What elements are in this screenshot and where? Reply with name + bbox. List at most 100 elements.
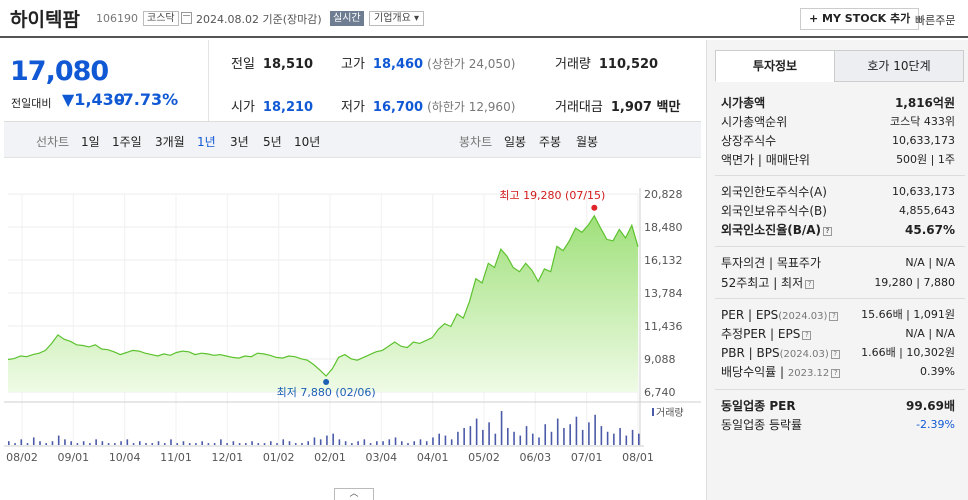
- volume-bar: [263, 443, 266, 445]
- volume-bar: [475, 418, 478, 445]
- volume-bar: [20, 439, 23, 445]
- volume-bar: [8, 441, 10, 445]
- current-price: 17,080: [10, 56, 109, 87]
- volume-bar: [376, 441, 378, 445]
- quick-order-link[interactable]: 빠른주문: [915, 14, 956, 27]
- stat-high: 고가 18,460 (상한가 24,050): [341, 57, 516, 72]
- volume-bar: [151, 443, 154, 445]
- volume-bar: [419, 439, 422, 445]
- volume-bar: [307, 441, 310, 445]
- info-row-sector-per[interactable]: 동일업종 PER 99.69배: [721, 399, 955, 413]
- realtime-badge[interactable]: 실시간: [330, 11, 364, 26]
- volume-bar: [70, 441, 72, 445]
- volume-bar: [407, 443, 409, 445]
- collapse-chart-button[interactable]: ︿: [334, 488, 374, 500]
- volume-bar: [313, 437, 316, 445]
- volume-bar: [569, 424, 571, 445]
- add-my-stock-button[interactable]: + MY STOCK 추가: [800, 8, 920, 30]
- divider: [715, 389, 965, 390]
- volume-bar: [482, 429, 484, 445]
- volume-bar: [251, 441, 253, 445]
- tab-investment-info[interactable]: 투자정보: [715, 50, 835, 82]
- candle-monthly[interactable]: 월봉: [576, 135, 599, 149]
- volume-bar: [588, 422, 590, 445]
- volume-bar: [39, 441, 41, 445]
- help-icon[interactable]: ?: [823, 227, 833, 236]
- volume-bar: [213, 443, 216, 445]
- stat-volume: 거래량 110,520: [555, 57, 659, 72]
- period-1d[interactable]: 1일: [81, 135, 100, 149]
- info-row-52w: 52주최고 | 최저? 19,280 | 7,880: [721, 276, 955, 290]
- price-chart[interactable]: 20,828 18,480 16,132 13,784 11,436 9,088 6,740…: [4, 158, 701, 500]
- info-row-dividend: 배당수익률 | 2023.12? 0.39%: [721, 365, 955, 379]
- x-tick-label: 01/02: [263, 451, 295, 464]
- volume-bar: [132, 443, 135, 445]
- help-icon[interactable]: ?: [802, 331, 812, 340]
- volume-bar: [201, 441, 203, 445]
- volume-bar: [469, 426, 472, 445]
- volume-bar: [170, 439, 172, 445]
- stat-open: 시가 18,210: [231, 100, 314, 115]
- volume-bar: [332, 433, 334, 445]
- volume-bar: [301, 443, 303, 445]
- x-tick-label: 11/01: [160, 451, 192, 464]
- y-tick-label: 18,480: [644, 221, 683, 234]
- divider: [4, 121, 701, 122]
- volume-bar: [563, 428, 565, 445]
- info-row-pbr: PBR | BPS(2024.03)? 1.66배 | 10,302원: [721, 346, 955, 360]
- min-point: [323, 378, 330, 385]
- x-tick-label: 12/01: [211, 451, 243, 464]
- volume-bar: [257, 443, 260, 445]
- volume-bar: [525, 426, 528, 445]
- help-icon[interactable]: ?: [805, 280, 815, 289]
- price-change-percent: -7.73%: [116, 90, 179, 109]
- info-row-foreign-ratio: 외국인소진율(B/A)? 45.67%: [721, 223, 955, 237]
- current-price-panel: 17,080 전일대비 ▼1,430 -7.73%: [4, 40, 208, 121]
- info-row-sector-change[interactable]: 동일업종 등락률 -2.39%: [721, 418, 955, 432]
- divider: [715, 246, 965, 247]
- period-5y[interactable]: 5년: [263, 135, 282, 149]
- period-10y[interactable]: 10년: [294, 135, 321, 149]
- volume-bar: [245, 443, 247, 445]
- y-tick-label: 13,784: [644, 287, 683, 300]
- volume-bar: [157, 441, 160, 445]
- x-tick-label: 02/01: [314, 451, 346, 464]
- volume-bar: [619, 428, 621, 445]
- info-row-market-cap: 시가총액 1,816억원: [721, 96, 955, 110]
- y-tick-label: 6,740: [644, 386, 676, 399]
- period-3y[interactable]: 3년: [230, 135, 249, 149]
- x-tick-label: 04/01: [417, 451, 449, 464]
- volume-bar: [613, 433, 615, 445]
- period-1y[interactable]: 1년: [197, 135, 216, 149]
- period-3m[interactable]: 3개월: [155, 135, 185, 149]
- info-row-per: PER | EPS(2024.03)? 15.66배 | 1,091원: [721, 308, 955, 322]
- volume-bar: [95, 439, 97, 445]
- volume-bar: [57, 435, 60, 445]
- volume-legend: 거래량: [656, 407, 684, 419]
- volume-bar: [145, 443, 147, 445]
- x-tick-label: 10/04: [109, 451, 141, 464]
- help-icon[interactable]: ?: [830, 350, 840, 359]
- calendar-icon: [181, 12, 192, 24]
- volume-bar: [26, 443, 29, 445]
- volume-bar: [64, 439, 66, 445]
- stock-name: 하이텍팜: [10, 9, 80, 31]
- help-icon[interactable]: ?: [829, 312, 839, 321]
- base-date: 2024.08.02 기준(장마감): [196, 13, 322, 26]
- candle-weekly[interactable]: 주봉: [539, 135, 562, 149]
- volume-bar: [538, 437, 540, 445]
- x-tick-label: 06/03: [519, 451, 551, 464]
- period-1w[interactable]: 1주일: [112, 135, 142, 149]
- candle-daily[interactable]: 일봉: [504, 135, 527, 149]
- info-row-foreign-held: 외국인보유주식수(B) 4,855,643: [721, 204, 955, 218]
- tab-order-book[interactable]: 호가 10단계: [834, 50, 964, 82]
- divider: [715, 175, 965, 176]
- help-icon[interactable]: ?: [831, 369, 841, 378]
- change-label: 전일대비: [11, 97, 52, 110]
- company-info-dropdown[interactable]: 기업개요 ▾: [369, 11, 424, 26]
- volume-bar: [400, 441, 403, 445]
- volume-bar: [363, 439, 366, 445]
- volume-bar: [176, 443, 179, 445]
- y-tick-label: 16,132: [644, 254, 683, 267]
- volume-bar: [500, 411, 503, 445]
